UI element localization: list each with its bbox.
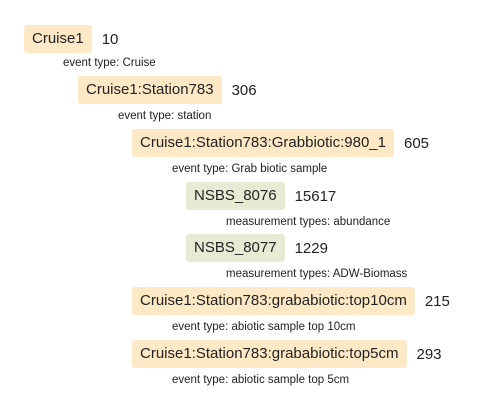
node-label[interactable]: NSBS_8077 <box>186 234 285 262</box>
node-label[interactable]: Cruise1:Station783 <box>78 76 222 104</box>
node-event-type: event type: Cruise <box>63 57 156 69</box>
node-label[interactable]: Cruise1 <box>24 25 92 53</box>
node-label[interactable]: Cruise1:Station783:grababiotic:top5cm <box>132 340 407 368</box>
tree-node-cruise1[interactable]: Cruise1 10 <box>24 25 118 53</box>
node-count: 293 <box>416 345 442 363</box>
node-count: 15617 <box>294 187 337 205</box>
tree-node-top10cm[interactable]: Cruise1:Station783:grababiotic:top10cm 2… <box>132 287 450 315</box>
node-label[interactable]: Cruise1:Station783:grababiotic:top10cm <box>132 287 415 315</box>
node-label[interactable]: Cruise1:Station783:Grabbiotic:980_1 <box>132 129 394 157</box>
node-measurement-types: measurement types: ADW-Biomass <box>226 268 408 280</box>
tree-node-top5cm[interactable]: Cruise1:Station783:grababiotic:top5cm 29… <box>132 340 442 368</box>
node-label[interactable]: NSBS_8076 <box>186 182 285 210</box>
node-measurement-types: measurement types: abundance <box>226 216 391 228</box>
node-event-type: event type: Grab biotic sample <box>172 163 328 175</box>
node-count: 10 <box>101 30 119 48</box>
node-count: 306 <box>231 81 257 99</box>
tree-node-nsbs-8076[interactable]: NSBS_8076 15617 <box>186 182 336 210</box>
tree-node-nsbs-8077[interactable]: NSBS_8077 1229 <box>186 234 328 262</box>
node-event-type: event type: abiotic sample top 10cm <box>172 321 356 333</box>
node-event-type: event type: abiotic sample top 5cm <box>172 374 350 386</box>
tree-node-grabbiotic[interactable]: Cruise1:Station783:Grabbiotic:980_1 605 <box>132 129 429 157</box>
node-count: 1229 <box>294 239 328 257</box>
node-count: 215 <box>424 292 450 310</box>
node-event-type: event type: station <box>118 110 212 122</box>
node-count: 605 <box>404 134 430 152</box>
tree-node-station783[interactable]: Cruise1:Station783 306 <box>78 76 257 104</box>
